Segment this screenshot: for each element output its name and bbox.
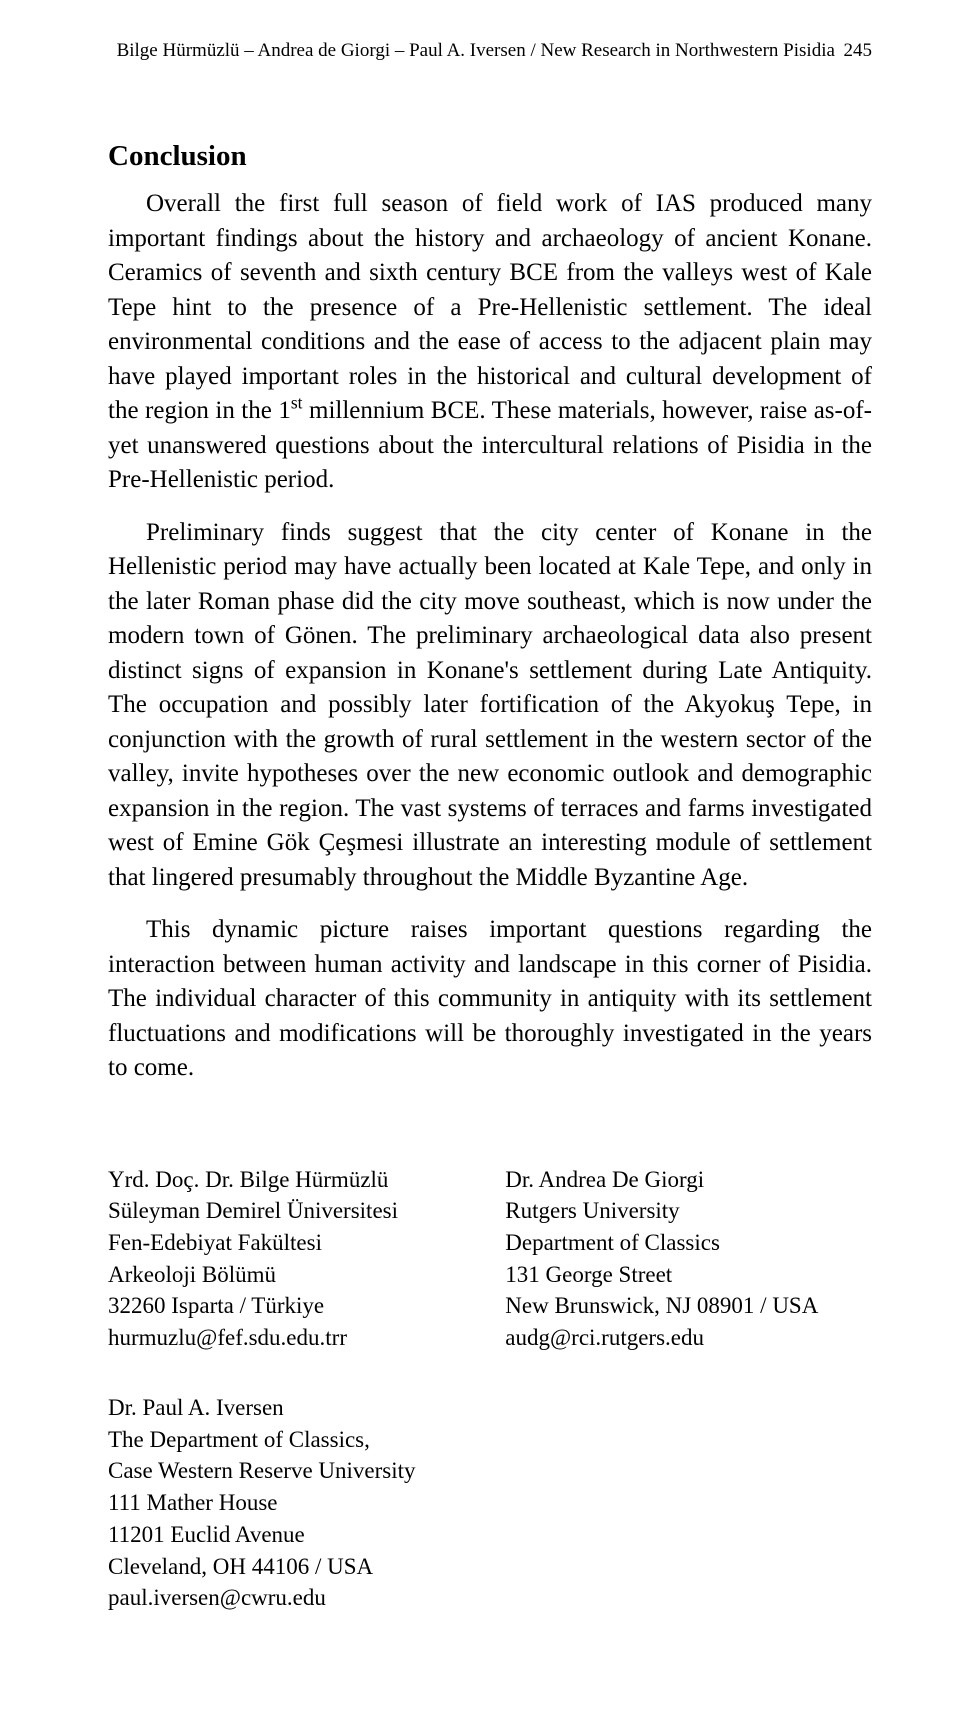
page: Bilge Hürmüzlü – Andrea de Giorgi – Paul… [0,0,960,1712]
paragraph-3: This dynamic picture raises important qu… [108,913,872,1086]
p1-superscript: st [291,393,303,413]
author-affiliations: Yrd. Doç. Dr. Bilge Hürmüzlü Süleyman De… [108,1164,872,1653]
author-line: The Department of Classics, [108,1424,475,1456]
paragraph-1: Overall the first full season of field w… [108,187,872,498]
author-line: Fen-Edebiyat Fakültesi [108,1227,475,1259]
author-line: Rutgers University [505,1195,872,1227]
running-header: Bilge Hürmüzlü – Andrea de Giorgi – Paul… [108,40,872,62]
author-name: Dr. Paul A. Iversen [108,1392,475,1424]
author-line: 111 Mather House [108,1487,475,1519]
author-line: Süleyman Demirel Üniversitesi [108,1195,475,1227]
page-number: 245 [844,40,873,62]
paragraph-2: Preliminary finds suggest that the city … [108,516,872,896]
author-line: 11201 Euclid Avenue [108,1519,475,1551]
author-email: hurmuzlu@fef.sdu.edu.trr [108,1322,475,1354]
author-block-degiorgi: Dr. Andrea De Giorgi Rutgers University … [505,1164,872,1354]
author-block-hurmuzlu: Yrd. Doç. Dr. Bilge Hürmüzlü Süleyman De… [108,1164,475,1354]
author-email: paul.iversen@cwru.edu [108,1582,475,1614]
p1-text: Overall the first full season of field w… [108,190,872,424]
author-name: Yrd. Doç. Dr. Bilge Hürmüzlü [108,1164,475,1196]
section-heading: Conclusion [108,140,872,173]
header-text: Bilge Hürmüzlü – Andrea de Giorgi – Paul… [117,40,835,61]
authors-right-column: Dr. Andrea De Giorgi Rutgers University … [505,1164,872,1653]
author-line: Department of Classics [505,1227,872,1259]
author-name: Dr. Andrea De Giorgi [505,1164,872,1196]
author-line: Arkeoloji Bölümü [108,1259,475,1291]
author-email: audg@rci.rutgers.edu [505,1322,872,1354]
author-line: New Brunswick, NJ 08901 / USA [505,1290,872,1322]
author-line: Cleveland, OH 44106 / USA [108,1551,475,1583]
author-block-iversen: Dr. Paul A. Iversen The Department of Cl… [108,1392,475,1614]
author-line: 32260 Isparta / Türkiye [108,1290,475,1322]
authors-left-column: Yrd. Doç. Dr. Bilge Hürmüzlü Süleyman De… [108,1164,475,1653]
author-line: Case Western Reserve University [108,1455,475,1487]
author-line: 131 George Street [505,1259,872,1291]
